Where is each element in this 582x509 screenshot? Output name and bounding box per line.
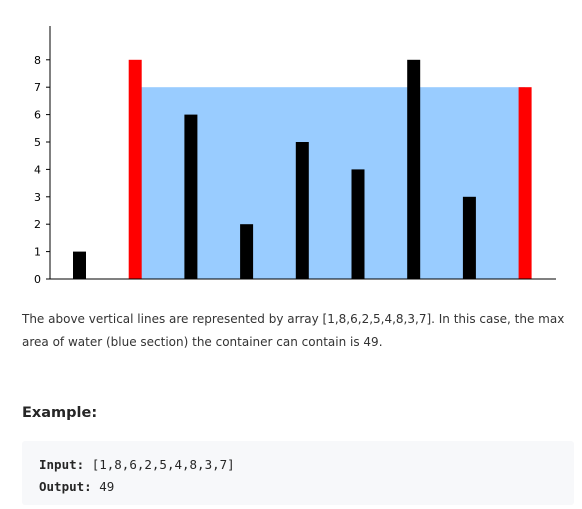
bar-2: [128, 59, 142, 279]
y-tick-label-0: 0: [34, 273, 41, 286]
bar-5: [295, 142, 309, 279]
example-code-block: Input: [1,8,6,2,5,4,8,3,7] Output: 49: [22, 441, 574, 505]
y-tick-label-8: 8: [34, 54, 41, 67]
example-output-line: Output: 49: [39, 476, 574, 498]
problem-description: The above vertical lines are represented…: [22, 312, 565, 349]
output-key: Output:: [39, 479, 92, 494]
example-heading: Example:: [22, 405, 98, 421]
bar-7: [407, 59, 421, 279]
example-input-line: Input: [1,8,6,2,5,4,8,3,7]: [39, 454, 574, 476]
y-tick-label-6: 6: [34, 109, 41, 122]
container-water-chart: 0 1 2 3 4 5 6 7 8: [34, 26, 556, 286]
bar-6: [351, 169, 365, 279]
bar-9: [518, 87, 532, 279]
water-area: [135, 87, 526, 279]
output-value: 49: [99, 479, 115, 494]
y-tick-label-1: 1: [34, 246, 41, 259]
bar-4: [240, 224, 254, 279]
input-value: [1,8,6,2,5,4,8,3,7]: [91, 457, 235, 472]
bar-8: [462, 196, 476, 279]
y-tick-label-5: 5: [34, 136, 41, 149]
y-tick-label-2: 2: [34, 218, 41, 231]
input-key: Input:: [39, 457, 85, 472]
y-tick-label-3: 3: [34, 191, 41, 204]
y-tick-label-4: 4: [34, 163, 41, 176]
y-tick-label-7: 7: [34, 81, 41, 94]
bar-1: [73, 251, 86, 279]
bar-3: [184, 114, 198, 279]
